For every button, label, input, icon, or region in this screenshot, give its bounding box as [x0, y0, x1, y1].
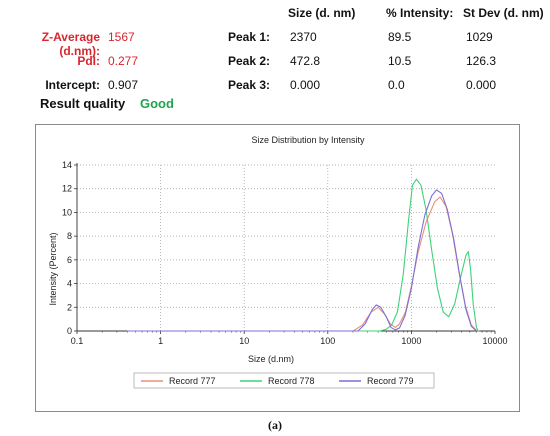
y-tick-label: 8 [67, 231, 72, 241]
peak-3-size: 0.000 [290, 78, 321, 92]
legend-label-2: Record 778 [268, 376, 315, 386]
y-tick-label: 0 [67, 326, 72, 336]
y-tick-label: 6 [67, 255, 72, 265]
intercept-value: 0.907 [108, 78, 139, 92]
size-distribution-chart: Size Distribution by Intensity 0 2 4 6 8 10 12… [48, 135, 508, 389]
header-size: Size (d. nm) [288, 6, 356, 20]
peak-3-intensity: 0.0 [388, 78, 405, 92]
y-tick-label: 4 [67, 279, 72, 289]
y-tick-label: 10 [62, 207, 72, 217]
x-tick-label: 1000 [401, 336, 421, 346]
result-quality-label: Result quality [40, 96, 126, 111]
series-line-record-778 [127, 178, 479, 332]
y-tick-label: 12 [62, 184, 72, 194]
x-tick-label: 10 [239, 336, 249, 346]
peak-1-stdev: 1029 [466, 30, 493, 44]
pdi-value: 0.277 [108, 54, 139, 68]
figure-caption: (a) [268, 418, 282, 432]
peak-2-stdev: 126.3 [466, 54, 497, 68]
z-average-value: 1567 [108, 30, 135, 44]
peak-1-size: 2370 [290, 30, 317, 44]
y-tick-label: 14 [62, 160, 72, 170]
pdi-label: PdI: [77, 54, 100, 68]
peak-2-intensity: 10.5 [388, 54, 412, 68]
series-line-record-779 [127, 189, 477, 332]
peak-3-stdev: 0.000 [466, 78, 497, 92]
x-tick-label: 10000 [482, 336, 507, 346]
series-lines [127, 178, 480, 332]
chart-frame: Size Distribution by Intensity 0 2 4 6 8 10 12… [35, 124, 520, 412]
y-tick-label: 2 [67, 302, 72, 312]
legend-box [133, 372, 435, 389]
x-tick-label: 0.1 [71, 336, 84, 346]
grid [77, 164, 495, 331]
legend: Record 777 Record 778 Record 779 [133, 372, 435, 389]
header-intensity: % Intensity: [386, 6, 454, 20]
legend-label-3: Record 779 [367, 376, 414, 386]
axes: 0 2 4 6 8 10 12 14 0.1 1 10 100 1000 10000 [62, 160, 508, 346]
x-axis-label: Size (d.nm) [248, 354, 294, 364]
summary-panel: Z-Average (d.nm): 1567 PdI: 0.277 Interc… [0, 0, 550, 120]
chart-title: Size Distribution by Intensity [251, 135, 365, 145]
peak-1-intensity: 89.5 [388, 30, 412, 44]
legend-label-1: Record 777 [169, 376, 216, 386]
x-tick-label: 1 [158, 336, 163, 346]
z-average-label: Z-Average (d.nm): [41, 30, 100, 58]
peak-1-label: Peak 1: [228, 30, 271, 44]
peak-2-size: 472.8 [290, 54, 321, 68]
peak-3-label: Peak 3: [228, 78, 271, 92]
y-axis-label: Intensity (Percent) [48, 232, 58, 305]
intercept-label: Intercept: [45, 78, 100, 92]
result-quality-value: Good [140, 96, 174, 111]
header-stdev: St Dev (d. nm) [463, 6, 544, 20]
x-tick-label: 100 [320, 336, 335, 346]
peak-2-label: Peak 2: [228, 54, 271, 68]
